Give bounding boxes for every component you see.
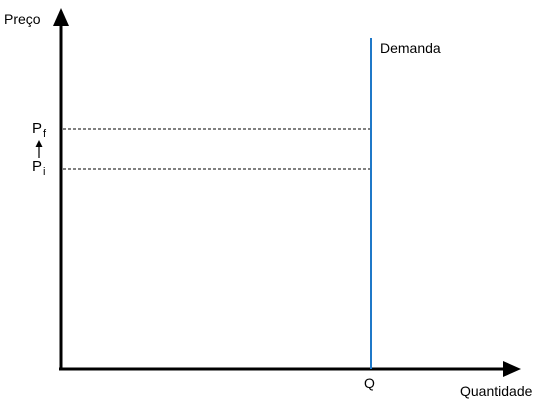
q-label: Q (364, 375, 375, 391)
price-final-base: P (32, 120, 42, 137)
price-final-subscript: f (43, 128, 47, 140)
y-axis-arrowhead (53, 8, 69, 26)
price-initial-base: P (32, 158, 42, 175)
x-axis-arrowhead (503, 361, 521, 377)
y-axis-label: Preço (4, 11, 41, 27)
price-initial-label: Pi (32, 158, 45, 178)
price-initial-subscript: i (43, 166, 45, 178)
x-axis-label: Quantidade (460, 383, 533, 399)
demand-label: Demanda (380, 40, 441, 56)
price-increase-arrowhead (35, 140, 43, 147)
price-final-label: Pf (32, 120, 47, 140)
